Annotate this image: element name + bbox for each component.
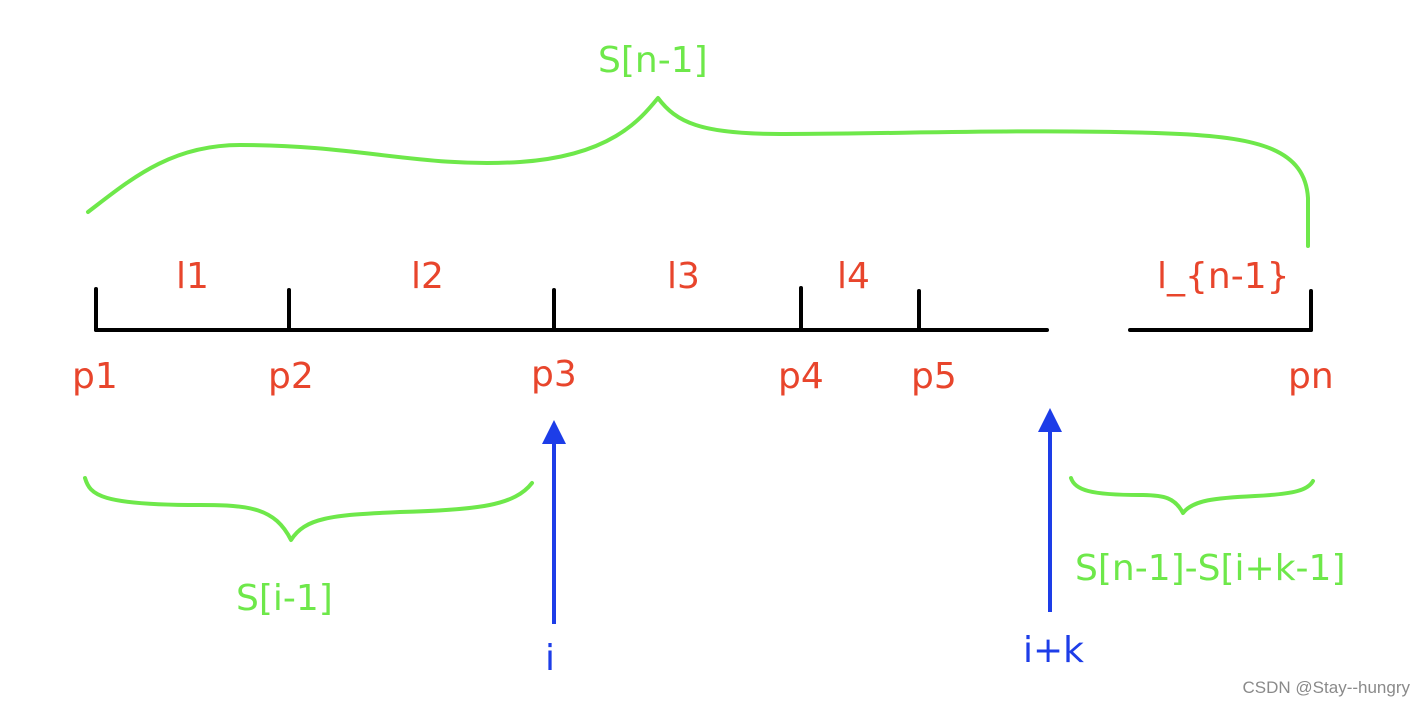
suffix-sum-brace bbox=[1069, 476, 1315, 515]
total-sum-label: S[n-1] bbox=[598, 40, 708, 81]
suffix-sum-label: S[n-1]-S[i+k-1] bbox=[1075, 548, 1346, 589]
number-line bbox=[94, 286, 1313, 332]
pointer-label-i-plus-k: i+k bbox=[1023, 630, 1084, 671]
point-label-p4: p4 bbox=[778, 356, 824, 397]
segment-label-l3: l3 bbox=[667, 256, 700, 297]
prefix-sum-brace bbox=[83, 476, 534, 542]
point-label-p5: p5 bbox=[911, 356, 957, 397]
total-sum-brace bbox=[86, 96, 1310, 248]
point-label-pn: pn bbox=[1288, 356, 1334, 397]
segment-label-l4: l4 bbox=[837, 256, 870, 297]
pointer-label-i: i bbox=[545, 638, 555, 679]
point-label-p3: p3 bbox=[531, 354, 577, 395]
segment-label-l-n-minus-1: l_{n-1} bbox=[1157, 256, 1290, 297]
prefix-sum-label: S[i-1] bbox=[236, 578, 333, 619]
point-label-p1: p1 bbox=[72, 356, 118, 397]
watermark: CSDN @Stay--hungry bbox=[1242, 678, 1410, 697]
segment-label-l1: l1 bbox=[176, 256, 209, 297]
segment-label-l2: l2 bbox=[411, 256, 444, 297]
point-label-p2: p2 bbox=[268, 356, 314, 397]
